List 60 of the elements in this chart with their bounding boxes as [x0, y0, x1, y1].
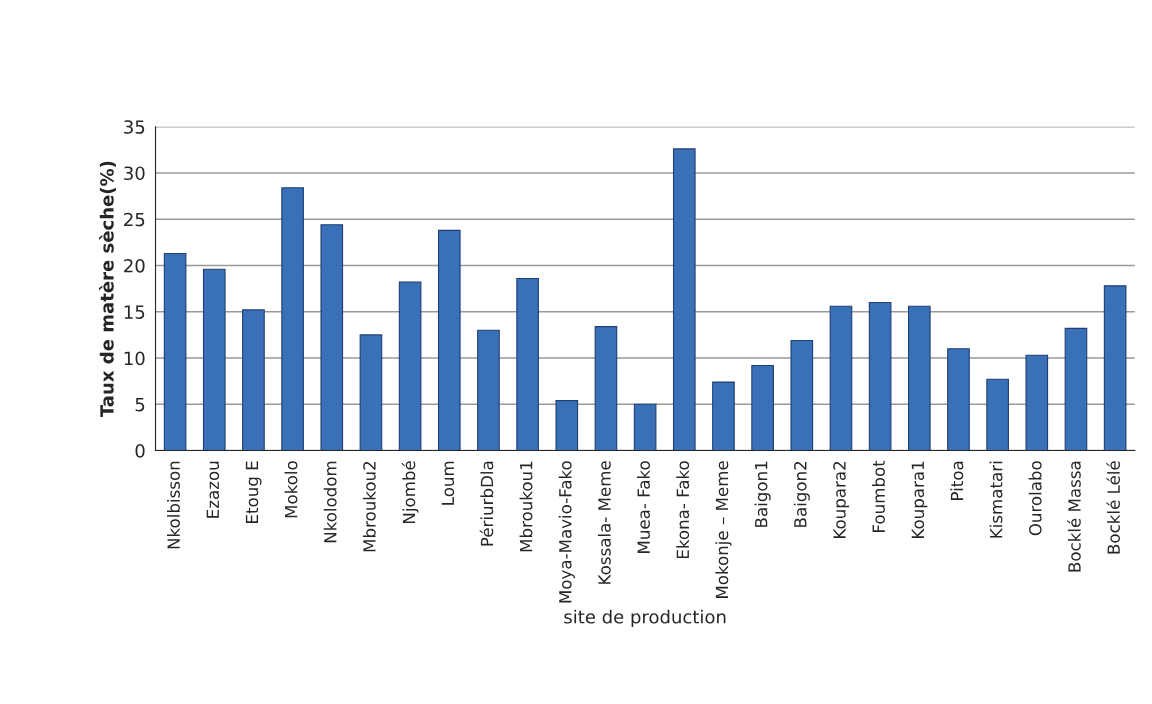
x-tick-label: Foumbot: [872, 460, 885, 532]
bar: [555, 400, 579, 451]
x-tick-label: Loum: [441, 461, 455, 505]
x-tick-label: PériurbDla: [479, 461, 494, 546]
bar: [477, 329, 500, 451]
bar: [907, 305, 931, 451]
bar: [281, 187, 304, 451]
bar: [242, 309, 265, 451]
bar: [868, 301, 892, 451]
y-tick-label: 35: [124, 120, 145, 134]
bar: [829, 305, 853, 451]
x-tick-label: Muea- Fako: [637, 461, 650, 553]
x-axis-title: site de production: [564, 609, 726, 628]
y-axis-title: Taux de matère sèche(%): [99, 161, 116, 418]
bar: [672, 148, 696, 451]
x-tick-label: Kossala- Meme: [597, 461, 611, 584]
x-tick-label: Koupara1: [911, 461, 928, 538]
bar: [1103, 285, 1127, 451]
x-tick-label: Pitoa: [950, 461, 964, 500]
bar: [751, 364, 774, 451]
x-tick-label: Bocklé Massa: [1067, 461, 1081, 572]
x-tick-label: Njombé: [401, 461, 419, 524]
bar: [712, 381, 735, 451]
x-tick-label: Baigon1: [754, 461, 771, 527]
bar: [359, 334, 383, 451]
bar: [986, 378, 1009, 451]
bar: [1025, 354, 1049, 451]
bar: [320, 224, 344, 451]
bar: [202, 268, 226, 451]
bar: [1064, 327, 1088, 451]
x-tick-label: Etoug E: [245, 461, 262, 523]
bar: [398, 281, 422, 451]
x-tick-label: Ourolabo: [1028, 461, 1042, 536]
x-tick-label: Mokolo: [284, 461, 298, 518]
x-tick-label: Mokonje – Meme: [715, 461, 732, 598]
x-tick-label: Ekona- Fako: [676, 461, 690, 559]
x-tick-label: Mbroukou1: [519, 461, 533, 552]
y-tick-label: 30: [124, 166, 145, 181]
y-tick-label: 20: [124, 258, 145, 273]
bar: [437, 229, 461, 451]
bar: [516, 277, 539, 451]
bar: [947, 348, 970, 451]
bar: [594, 326, 618, 451]
y-tick-label: 10: [124, 351, 145, 366]
x-tick-label: Nkolodom: [323, 461, 337, 543]
x-tick-label: Bocklé Lélé: [1106, 461, 1120, 554]
bar: [633, 403, 657, 451]
bar: [790, 339, 814, 451]
x-tick-label: Koupara2: [833, 461, 850, 538]
x-tick-label: Nkolbisson: [167, 461, 180, 549]
x-tick-label: Baigon2: [793, 461, 810, 527]
x-tick-label: Ezazou: [206, 461, 220, 518]
y-tick-label: 25: [124, 212, 145, 227]
x-tick-label: Kismatari: [989, 461, 1003, 538]
x-tick-label: Moya-Mavio-Fako: [558, 461, 575, 603]
y-tick-label: 15: [124, 305, 145, 319]
bar: [163, 252, 187, 451]
x-tick-label: Mbroukou2: [362, 461, 376, 552]
y-tick-label: 0: [135, 444, 145, 458]
y-tick-label: 5: [135, 397, 145, 412]
